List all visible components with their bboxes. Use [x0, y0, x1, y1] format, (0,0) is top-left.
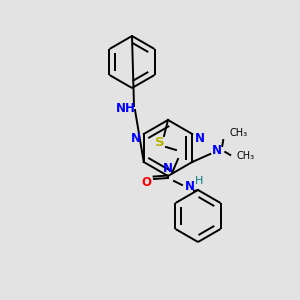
Text: N: N [212, 143, 222, 157]
Text: CH₃: CH₃ [229, 128, 248, 138]
Text: N: N [163, 163, 173, 176]
Text: NH: NH [116, 101, 136, 115]
Text: N: N [195, 131, 205, 145]
Text: O: O [141, 176, 151, 188]
Text: CH₃: CH₃ [236, 151, 254, 161]
Text: S: S [155, 136, 165, 148]
Text: N: N [131, 131, 141, 145]
Text: N: N [185, 179, 195, 193]
Text: H: H [195, 176, 203, 186]
